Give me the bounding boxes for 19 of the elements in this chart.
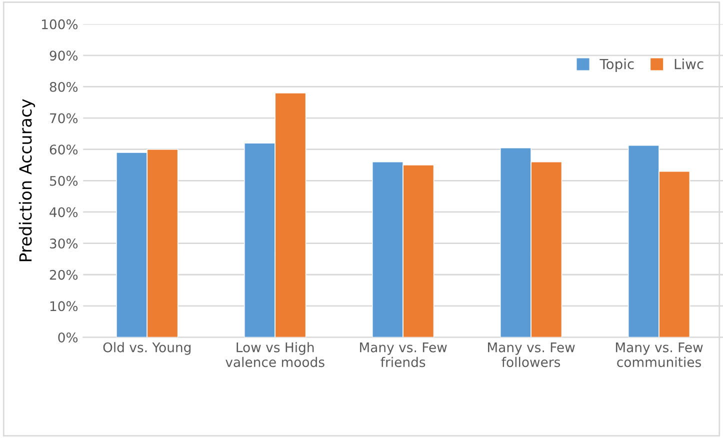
x-tick-label: Low vs High valence moods — [226, 342, 324, 368]
y-tick-label: 90% — [50, 50, 78, 61]
legend-label: Topic — [600, 58, 634, 72]
y-tick-label: 10% — [50, 301, 78, 312]
legend-label: Liwc — [674, 58, 704, 70]
x-tick-label: Many vs. Few followers — [488, 342, 575, 368]
y-tick-label: 60% — [50, 144, 78, 155]
y-tick-label: 80% — [50, 82, 78, 92]
y-tick-label: 100% — [42, 19, 78, 30]
y-tick-label: 40% — [50, 207, 78, 218]
x-tick-label: Many vs. Few communities — [616, 342, 703, 368]
y-tick-label: 50% — [50, 176, 78, 186]
x-tick-label: Many vs. Few friends — [360, 342, 447, 368]
y-tick-label: 70% — [50, 113, 78, 124]
y-axis-title: Prediction Accuracy — [18, 99, 36, 262]
y-tick-label: 0% — [58, 332, 78, 342]
y-tick-label: 20% — [50, 270, 78, 280]
x-tick-label: Old vs. Young — [103, 342, 191, 355]
y-tick-label: 30% — [50, 238, 78, 249]
